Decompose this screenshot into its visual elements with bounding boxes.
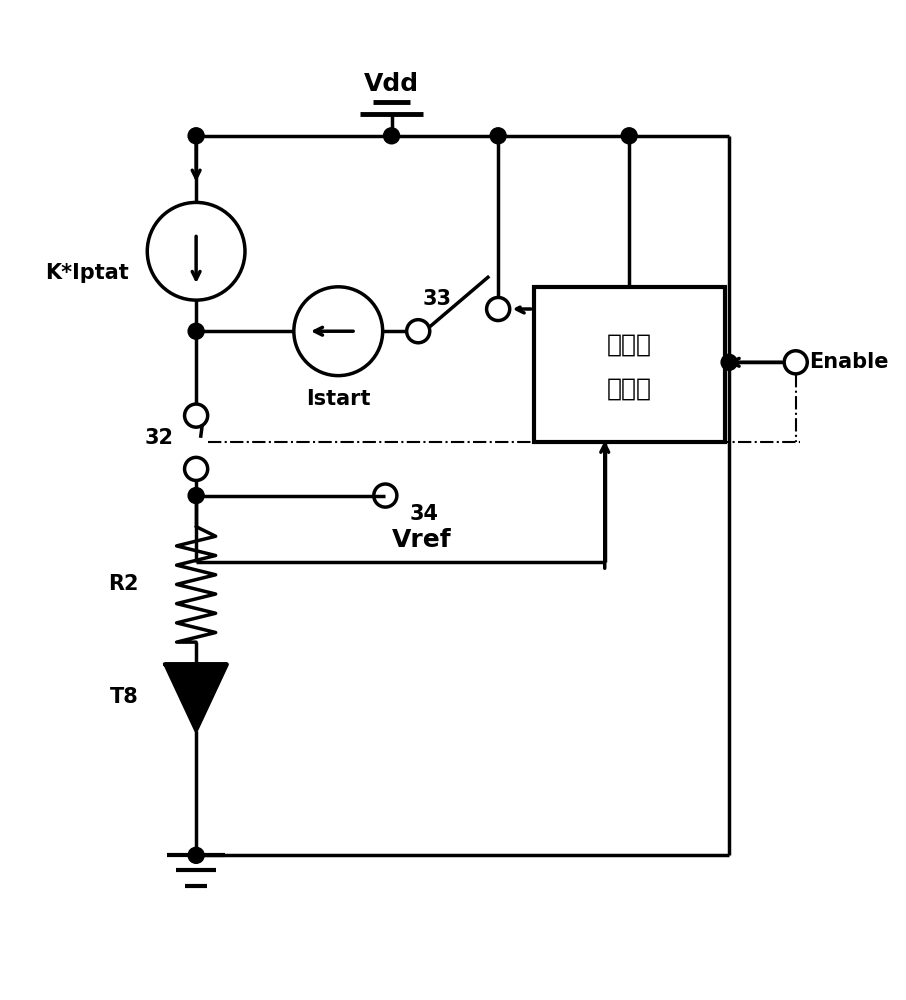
Text: Vdd: Vdd [364, 72, 419, 96]
Circle shape [188, 323, 204, 339]
Text: 33: 33 [422, 289, 451, 309]
Text: Istart: Istart [306, 389, 371, 409]
Circle shape [383, 128, 400, 144]
Text: Vref: Vref [391, 528, 451, 552]
Text: 34: 34 [410, 504, 439, 524]
Text: Enable: Enable [809, 352, 889, 372]
Text: 制电路: 制电路 [607, 377, 652, 401]
Text: 32: 32 [145, 428, 174, 448]
Circle shape [490, 128, 506, 144]
Text: R2: R2 [108, 574, 139, 594]
Text: K*Iptat: K*Iptat [45, 263, 129, 283]
Text: 启动控: 启动控 [607, 333, 652, 357]
Polygon shape [165, 664, 227, 731]
Bar [534, 287, 725, 442]
Circle shape [188, 128, 204, 144]
Circle shape [721, 354, 737, 370]
Circle shape [188, 847, 204, 863]
Circle shape [188, 488, 204, 504]
Text: T8: T8 [110, 687, 139, 707]
Circle shape [622, 128, 637, 144]
